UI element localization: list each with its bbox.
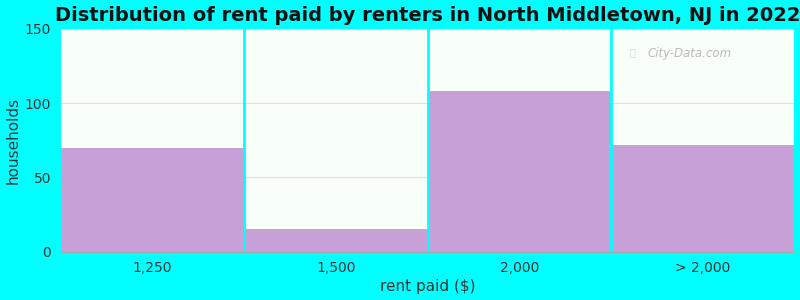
Text: City-Data.com: City-Data.com <box>648 47 732 60</box>
Y-axis label: households: households <box>6 97 21 184</box>
Title: Distribution of rent paid by renters in North Middletown, NJ in 2022: Distribution of rent paid by renters in … <box>55 6 800 25</box>
X-axis label: rent paid ($): rent paid ($) <box>380 279 475 294</box>
Text: 🔍: 🔍 <box>630 47 635 57</box>
